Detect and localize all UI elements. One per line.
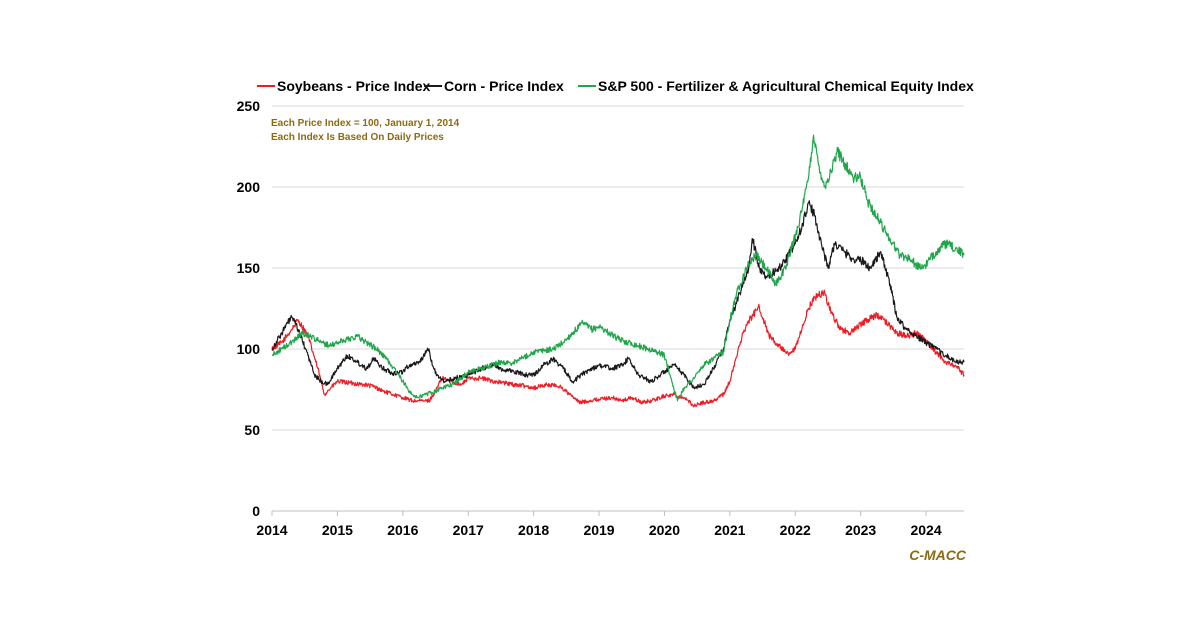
series-lines xyxy=(271,134,965,408)
legend-label-2: Corn - Price Index xyxy=(444,78,564,94)
y-tick-label: 150 xyxy=(237,260,261,276)
series-line-1 xyxy=(271,289,965,408)
series-line-2 xyxy=(271,200,965,390)
series-line-3 xyxy=(271,134,965,402)
y-tick-label: 250 xyxy=(237,98,261,114)
x-tick-label: 2015 xyxy=(322,522,353,538)
x-tick-label: 2014 xyxy=(256,522,287,538)
x-tick-label: 2023 xyxy=(845,522,876,538)
x-tick-label: 2021 xyxy=(714,522,745,538)
annotation-line-2: Each Index Is Based On Daily Prices xyxy=(271,132,444,143)
y-tick-label: 0 xyxy=(252,503,260,519)
legend: Soybeans - Price Index Corn - Price Index… xyxy=(257,78,974,94)
x-tick-label: 2024 xyxy=(910,522,941,538)
annotation-line-1: Each Price Index = 100, January 1, 2014 xyxy=(271,118,460,129)
source-label: C-MACC xyxy=(909,547,967,563)
x-tick-label: 2018 xyxy=(518,522,549,538)
x-tick-label: 2019 xyxy=(583,522,614,538)
gridlines xyxy=(272,105,964,431)
x-tick-label: 2020 xyxy=(649,522,680,538)
x-tick-label: 2016 xyxy=(387,522,418,538)
legend-label-1: Soybeans - Price Index xyxy=(277,78,430,94)
legend-label-3: S&P 500 - Fertilizer & Agricultural Chem… xyxy=(598,78,974,94)
y-tick-label: 200 xyxy=(237,179,261,195)
x-tick-label: 2022 xyxy=(780,522,811,538)
x-axis-ticks: 2014 2015 2016 2017 2018 2019 2020 2021 2022 2023… xyxy=(256,511,942,538)
y-axis-ticks: 0 50 100 150 200 250 xyxy=(237,98,261,519)
y-tick-label: 100 xyxy=(237,341,261,357)
x-tick-label: 2017 xyxy=(453,522,484,538)
y-tick-label: 50 xyxy=(244,422,260,438)
